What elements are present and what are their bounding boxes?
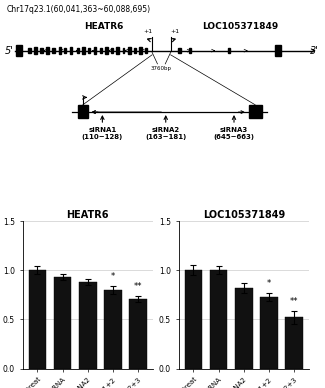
Text: siRNA2
(163~181): siRNA2 (163~181)	[145, 128, 186, 140]
Bar	[210, 270, 228, 369]
Text: *: *	[111, 272, 115, 281]
Bar	[78, 105, 88, 118]
Bar	[77, 48, 79, 54]
Bar	[64, 48, 66, 54]
Bar	[54, 277, 72, 369]
Bar	[111, 48, 113, 54]
Title: LOC105371849: LOC105371849	[202, 210, 285, 220]
Bar	[29, 270, 46, 369]
Text: siRNA3
(645~663): siRNA3 (645~663)	[214, 128, 254, 140]
Text: Chr17q23.1(60,041,363~60,088,695): Chr17q23.1(60,041,363~60,088,695)	[6, 5, 150, 14]
Bar	[28, 48, 31, 54]
Bar	[189, 48, 191, 54]
Bar	[40, 48, 43, 54]
Bar	[94, 47, 96, 54]
Bar	[228, 48, 230, 54]
Bar	[285, 317, 303, 369]
Bar	[235, 288, 253, 369]
Bar	[52, 48, 55, 54]
Bar	[16, 45, 22, 56]
Bar	[105, 47, 108, 54]
Bar	[178, 48, 181, 54]
Bar	[145, 48, 147, 54]
Text: 3': 3'	[310, 46, 319, 55]
Text: 5': 5'	[5, 46, 14, 55]
Text: HEATR6: HEATR6	[84, 23, 124, 31]
Bar	[260, 297, 278, 369]
Bar	[185, 270, 202, 369]
Bar	[82, 47, 85, 54]
Bar	[116, 47, 119, 54]
Text: +1: +1	[170, 29, 179, 34]
Text: 3760bp: 3760bp	[151, 66, 172, 71]
Bar	[128, 47, 131, 54]
Title: HEATR6: HEATR6	[67, 210, 109, 220]
Bar	[139, 47, 142, 54]
Bar	[34, 47, 37, 54]
Bar	[134, 48, 136, 54]
Bar	[275, 45, 281, 56]
Text: **: **	[290, 297, 298, 306]
Text: siRNA1
(110~128): siRNA1 (110~128)	[82, 128, 123, 140]
Bar	[70, 47, 72, 54]
Text: **: **	[134, 282, 142, 291]
Text: *: *	[267, 279, 271, 288]
Bar	[79, 282, 97, 369]
Bar	[129, 299, 147, 369]
Text: LOC105371849: LOC105371849	[202, 23, 279, 31]
Text: +1: +1	[144, 29, 153, 34]
Bar	[100, 48, 102, 54]
Bar	[104, 290, 122, 369]
Bar	[59, 47, 61, 54]
Bar	[88, 48, 90, 54]
Bar	[46, 47, 49, 54]
Bar	[249, 105, 262, 118]
Bar	[123, 48, 124, 54]
